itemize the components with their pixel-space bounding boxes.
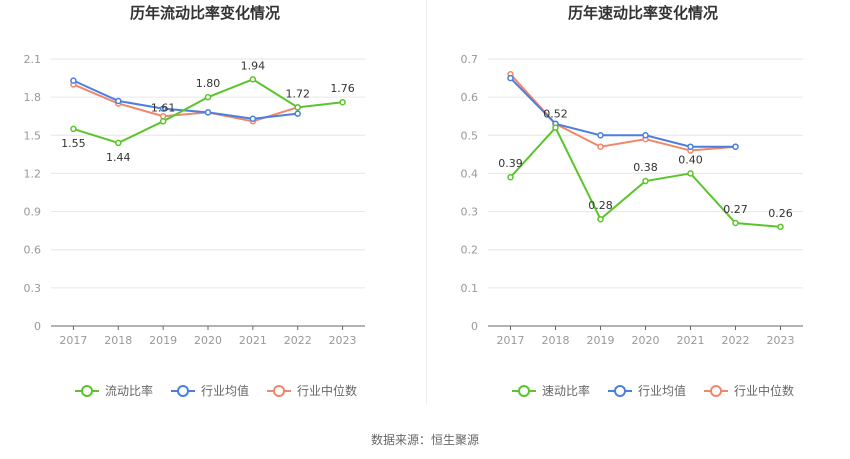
x-tick-label: 2019: [149, 334, 177, 347]
data-point: [597, 132, 604, 139]
y-tick-label: 0: [471, 320, 478, 333]
y-tick-label: 1.8: [24, 91, 42, 104]
x-tick-label: 2020: [194, 334, 222, 347]
data-label: 0.40: [678, 153, 703, 166]
y-tick-label: 0.7: [461, 53, 479, 66]
data-point: [732, 219, 739, 227]
y-tick-label: 0.9: [24, 206, 42, 219]
data-point: [732, 143, 739, 150]
legend-item-2: 行业均值: [608, 383, 686, 398]
data-label: 0.52: [543, 108, 568, 121]
data-label: 1.80: [196, 77, 221, 90]
y-tick-label: 0: [34, 320, 41, 333]
legend-label: 流动比率: [105, 383, 153, 398]
legend-label: 速动比率: [542, 383, 590, 398]
data-point: [339, 98, 346, 106]
data-label: 1.61: [151, 101, 176, 114]
x-tick-label: 2023: [329, 334, 357, 347]
data-point: [115, 139, 122, 147]
legend-item-2: 行业均值: [171, 383, 249, 398]
data-point: [687, 170, 694, 177]
y-tick-label: 0.1: [461, 282, 479, 295]
data-label: 0.27: [723, 203, 748, 216]
chart-panel-1: 历年流动比率变化情况 0 0.3 0.6 0.9 1.2 1.5 1.8 2.1 2017 2018…: [24, 4, 365, 398]
data-point: [249, 76, 257, 83]
chart-panel-2: 历年速动比率变化情况 0 0.1 0.2 0.3 0.4 0.5 0.6 0.7 2017 2018…: [461, 4, 803, 398]
data-point: [294, 104, 301, 111]
y-tick-label: 0.3: [461, 206, 479, 219]
legend-item-1: 速动比率: [512, 383, 590, 398]
data-label: 0.28: [588, 199, 613, 212]
series-line-2: [509, 77, 736, 148]
data-label: 0.38: [633, 161, 658, 174]
data-point: [294, 110, 301, 117]
y-tick-label: 2.1: [24, 53, 42, 66]
data-point: [204, 109, 212, 116]
panel-divider: [426, 0, 427, 405]
x-tick-label: 2022: [284, 334, 312, 347]
data-point: [777, 223, 784, 231]
y-tick-label: 0.2: [461, 244, 479, 257]
legend-label: 行业中位数: [734, 383, 794, 398]
y-tick-label: 0.6: [24, 244, 42, 257]
legend-swatch-marker: [273, 385, 285, 397]
data-label: 1.72: [285, 87, 310, 100]
legend-item-1: 流动比率: [75, 383, 153, 398]
data-point: [687, 143, 694, 150]
x-tick-label: 2019: [587, 334, 615, 347]
data-point: [70, 125, 77, 133]
data-point: [159, 105, 167, 112]
data-point: [507, 74, 514, 82]
x-tick-label: 2022: [722, 334, 750, 347]
legend-swatch-marker: [177, 385, 189, 397]
x-tick-label: 2018: [542, 334, 570, 347]
x-tick-label: 2018: [104, 334, 132, 347]
data-label: 1.94: [241, 59, 266, 72]
chart-title: 历年流动比率变化情况: [130, 4, 280, 22]
y-tick-label: 1.5: [24, 129, 42, 142]
legend-label: 行业均值: [201, 383, 249, 398]
data-point: [507, 173, 514, 181]
legend-item-3: 行业中位数: [267, 383, 357, 398]
x-tick-label: 2021: [239, 334, 267, 347]
legend-label: 行业均值: [638, 383, 686, 398]
data-source-note: 数据来源：恒生聚源: [370, 433, 479, 447]
y-tick-label: 1.2: [24, 167, 42, 180]
x-tick-label: 2017: [59, 334, 87, 347]
data-point: [115, 97, 122, 105]
legend-label: 行业中位数: [297, 383, 357, 398]
data-point: [642, 177, 649, 185]
chart-title: 历年速动比率变化情况: [568, 4, 718, 22]
data-label: 1.76: [330, 82, 355, 95]
data-point: [642, 132, 649, 139]
y-tick-label: 0.6: [461, 91, 479, 104]
data-point: [159, 112, 167, 120]
x-tick-label: 2017: [497, 334, 525, 347]
data-label: 0.39: [498, 157, 523, 170]
data-point: [159, 118, 167, 125]
data-point: [597, 215, 604, 223]
legend-swatch-marker: [518, 385, 530, 397]
y-tick-label: 0.5: [461, 129, 479, 142]
data-label: 1.55: [61, 137, 86, 150]
data-point: [552, 124, 559, 131]
data-point: [70, 77, 77, 84]
x-tick-label: 2021: [677, 334, 705, 347]
legend-swatch-marker: [614, 385, 626, 397]
x-tick-label: 2023: [767, 334, 795, 347]
x-tick-label: 2020: [632, 334, 660, 347]
data-point: [204, 93, 212, 101]
data-label: 1.44: [106, 151, 131, 164]
data-label: 0.26: [768, 207, 793, 220]
y-tick-label: 0.4: [461, 167, 479, 180]
data-point: [597, 143, 604, 150]
data-point: [249, 115, 257, 123]
y-tick-label: 0.3: [24, 282, 42, 295]
series-line-3: [73, 83, 299, 123]
legend-swatch-marker: [81, 385, 93, 397]
legend-swatch-marker: [710, 385, 722, 397]
legend-item-3: 行业中位数: [704, 383, 794, 398]
series-line-2: [73, 79, 298, 120]
